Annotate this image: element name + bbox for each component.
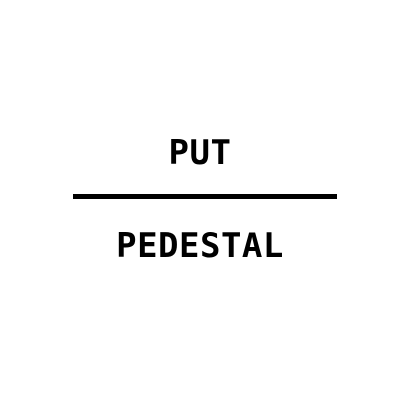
- bottom-word: PEDESTAL: [116, 226, 284, 266]
- top-word: PUT: [168, 133, 232, 173]
- divider-line: [73, 194, 337, 199]
